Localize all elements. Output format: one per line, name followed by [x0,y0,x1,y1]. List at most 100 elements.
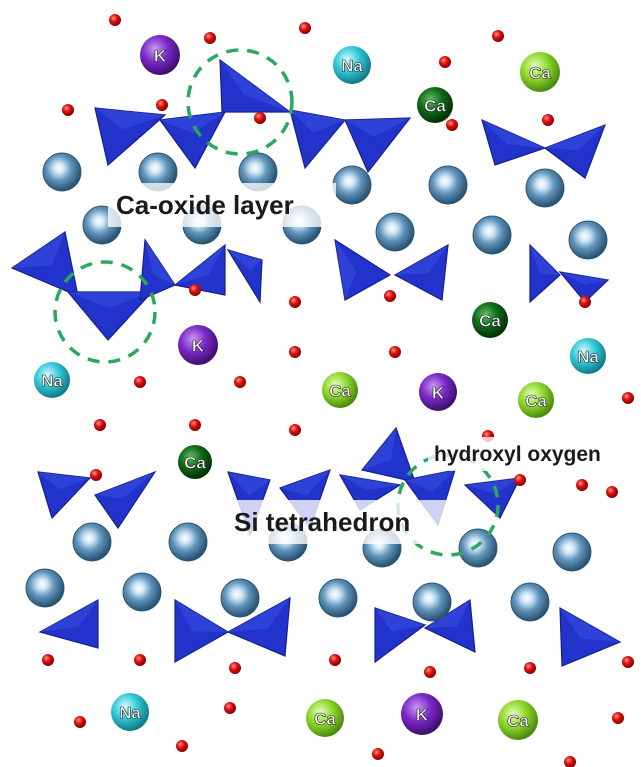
si-tetrahedron-facet [95,472,155,499]
na-ion-sphere [333,46,371,84]
k-ion-sphere [140,35,180,75]
oxygen-atom [389,346,401,358]
si-tetrahedron-facet [482,120,545,148]
si-tetrahedron-facet [395,245,448,275]
ca-ion: Ca [498,700,538,740]
oxygen-atom [62,104,74,116]
si-tetrahedron-facet [465,478,520,494]
oxygen-atom [189,284,201,296]
oxygen-atom [542,114,554,126]
ca-ion-sphere [520,52,560,92]
ca-ion-sphere [178,445,212,479]
ca-ion-label: Ca [507,712,529,731]
oxygen-atom [514,474,526,486]
k-ion-label: K [432,384,445,403]
oxygen-atom [564,756,576,767]
si-tetrahedron-label: Si tetrahedron [234,507,410,537]
si-tetrahedron-facet [560,272,608,285]
si-tetrahedron-facet [175,600,228,632]
ca-ion-sphere [498,700,538,740]
si-tetrahedron-facet [335,240,357,300]
oxygen-atom [372,748,384,760]
na-ion: Na [570,338,606,374]
ca-ion: Ca [417,87,453,123]
highlight-ring [186,48,294,156]
na-ion-sphere [34,362,70,398]
si-tetrahedron-facet [375,608,425,632]
oxygen-atom [524,662,536,674]
k-ion-sphere [401,693,443,735]
si-tetrahedron-facet [345,118,410,137]
oxygen-atom [234,376,246,388]
si-tetrahedron-facet [95,108,165,130]
k-ion-sphere [419,373,457,411]
ca-oxide-sphere [220,578,260,618]
highlight-ring [53,260,157,364]
ca-ion-label: Ca [525,392,547,411]
ca-ion-label: Ca [329,382,351,401]
na-ion-label: Na [41,372,63,391]
ca-oxide-sphere [375,212,415,252]
oxygen-atom [94,419,106,431]
si-tetrahedron-facet [290,110,345,133]
oxygen-atom [446,119,458,131]
ca-ion-label: Ca [314,710,336,729]
oxygen-atom [622,392,634,404]
interlayer-ions-group: K Na Ca Ca Ca K Na Na Ca K Ca Ca Na Ca K Ca [34,35,606,740]
oxygen-atom [289,346,301,358]
si-tetrahedron-facet [40,600,98,632]
ca-oxide-sphere [428,165,468,205]
ca-ion-sphere [472,302,508,338]
oxygen-atom [622,656,634,668]
oxygen-atom [289,424,301,436]
oxygen-atom [189,419,201,431]
oxygen-atom [90,469,102,481]
si-tetrahedron-facet [362,428,396,470]
oxygen-atom [109,14,121,26]
oxygen-atom [229,662,241,674]
k-ion-label: K [416,706,429,725]
si-tetrahedron-facet [145,240,175,285]
ca-oxide-sphere [552,532,592,572]
si-tetrahedron-facet [12,232,65,268]
ca-oxide-sphere [318,578,358,618]
na-ion: Na [333,46,371,84]
si-tetrahedron-facet [530,245,560,275]
ca-ion-sphere [417,87,453,123]
si-tetrahedron-facet [545,125,605,151]
na-ion: Na [111,693,149,731]
oxygen-atom [606,486,618,498]
k-ion-label: K [192,337,205,356]
oxygen-atom [224,702,236,714]
k-ion: K [178,325,218,365]
na-ion-label: Na [577,348,599,367]
si-tetrahedron-facet [68,292,152,308]
oxygen-atoms-group [42,14,634,767]
ca-oxide-sphere [72,522,112,562]
hydroxyl-oxygen-label: hydroxyl oxygen [434,443,601,466]
ca-oxide-sphere [510,582,550,622]
na-ion-sphere [570,338,606,374]
si-tetrahedron-facet [560,608,620,642]
k-ion: K [419,373,457,411]
oxygen-atom [254,112,266,124]
ca-oxide-sphere [458,528,498,568]
ca-oxide-sphere [122,572,162,612]
oxygen-atom [176,740,188,752]
ca-oxide-sphere [168,522,208,562]
ca-ion: Ca [178,445,212,479]
oxygen-atom [204,32,216,44]
ca-ion-sphere [518,382,554,418]
ca-ion: Ca [520,52,560,92]
ca-oxide-sphere [568,220,608,260]
ca-oxide-sphere [25,568,65,608]
si-tetrahedron-facet [228,472,270,496]
ca-ion-sphere [306,699,344,737]
ca-ion: Ca [472,302,508,338]
si-tetrahedron-facet [228,598,290,632]
k-ion: K [401,693,443,735]
ca-oxide-sphere [412,582,452,622]
si-tetrahedra-group [10,58,622,667]
